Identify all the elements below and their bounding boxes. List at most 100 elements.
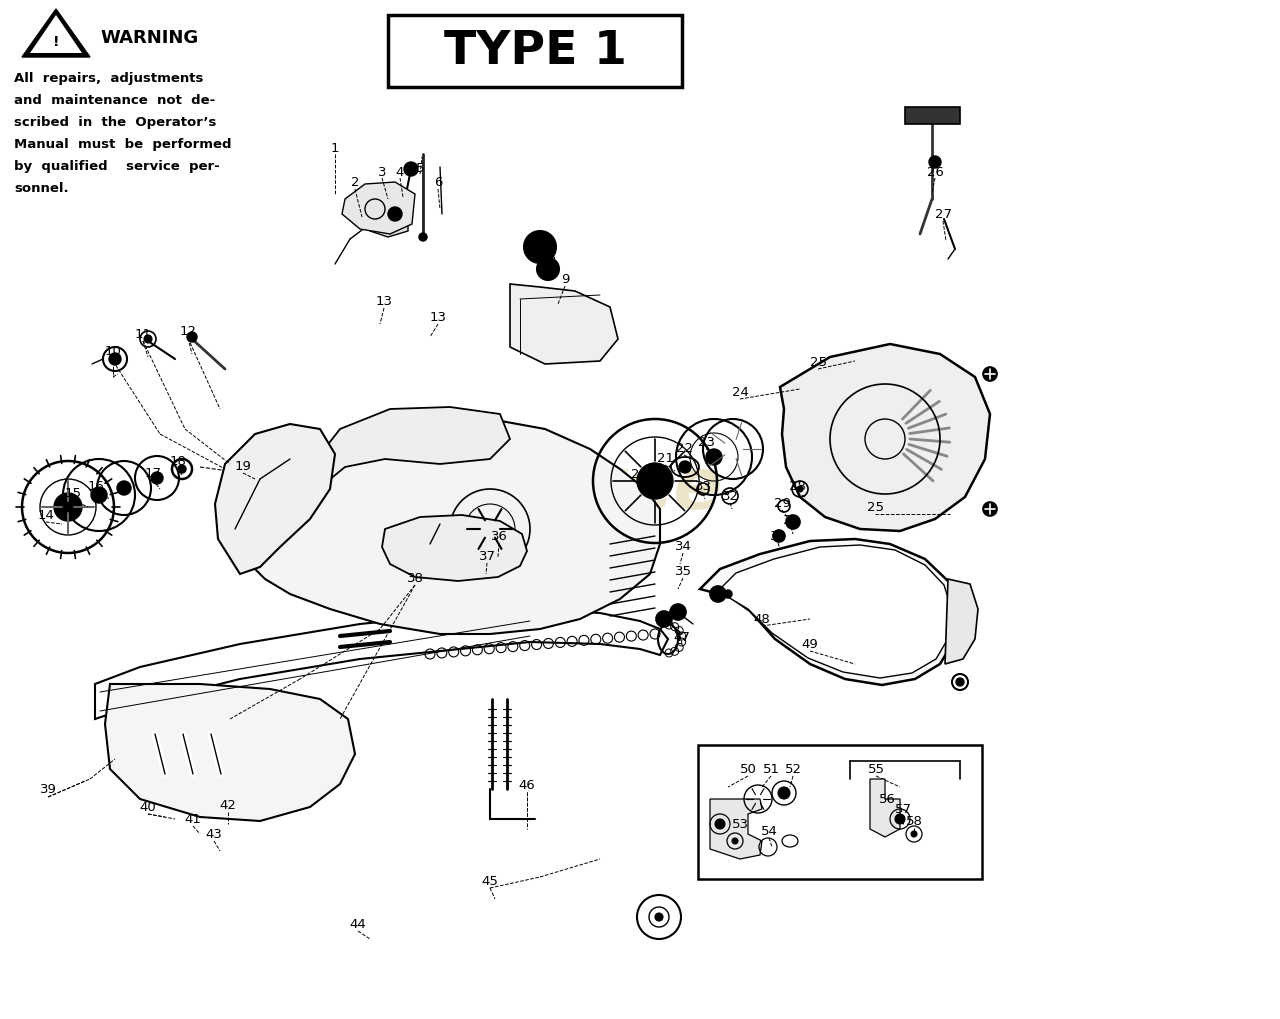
Polygon shape [215, 425, 335, 575]
Text: 23: 23 [698, 436, 714, 449]
Circle shape [895, 814, 905, 824]
Polygon shape [342, 182, 415, 234]
Text: 22: 22 [676, 442, 692, 455]
Text: 5: 5 [416, 161, 424, 174]
Text: 26: 26 [927, 165, 943, 178]
Text: 21: 21 [657, 452, 673, 465]
Circle shape [109, 354, 122, 366]
Text: 39: 39 [40, 783, 56, 796]
Circle shape [797, 486, 803, 492]
Text: 48: 48 [754, 612, 771, 626]
Text: 16: 16 [87, 480, 105, 493]
Text: 33: 33 [695, 480, 712, 493]
Polygon shape [710, 799, 762, 859]
Text: 25: 25 [867, 501, 883, 514]
Text: 31: 31 [769, 530, 786, 543]
Text: 47: 47 [673, 631, 690, 644]
Text: !: ! [52, 35, 59, 49]
Circle shape [724, 590, 732, 598]
Polygon shape [370, 205, 408, 237]
FancyBboxPatch shape [388, 16, 682, 88]
FancyBboxPatch shape [698, 745, 982, 879]
Text: 11: 11 [134, 328, 151, 341]
Text: 46: 46 [518, 779, 535, 792]
Circle shape [535, 243, 545, 253]
Circle shape [710, 586, 726, 602]
Text: 58: 58 [905, 815, 923, 827]
Circle shape [145, 335, 152, 343]
Polygon shape [780, 344, 989, 532]
Text: 37: 37 [479, 550, 495, 562]
Text: TYPE 1: TYPE 1 [444, 30, 626, 74]
Text: 41: 41 [184, 813, 201, 825]
Text: 35: 35 [675, 565, 691, 578]
Text: 2: 2 [351, 176, 360, 190]
Text: 20: 20 [631, 468, 648, 481]
Circle shape [786, 516, 800, 530]
Text: 43: 43 [206, 827, 223, 841]
Circle shape [655, 913, 663, 921]
Text: 45: 45 [481, 874, 498, 888]
Text: 3: 3 [378, 165, 387, 178]
Circle shape [404, 163, 419, 177]
Polygon shape [29, 16, 82, 54]
Text: 40: 40 [140, 801, 156, 814]
Circle shape [388, 208, 402, 222]
Polygon shape [700, 539, 957, 686]
Circle shape [657, 611, 672, 628]
Polygon shape [255, 420, 660, 635]
Text: 42: 42 [220, 799, 237, 812]
Circle shape [956, 679, 964, 687]
Text: sonnel.: sonnel. [14, 181, 69, 195]
Text: 25: 25 [809, 357, 827, 369]
Circle shape [732, 839, 739, 844]
Text: 15: 15 [64, 487, 82, 500]
Text: and  maintenance  not  de-: and maintenance not de- [14, 94, 215, 107]
Text: 32: 32 [722, 490, 739, 503]
Text: 14: 14 [37, 510, 55, 522]
Circle shape [707, 449, 722, 466]
Circle shape [637, 464, 673, 499]
Text: 55: 55 [868, 763, 884, 775]
Circle shape [773, 531, 785, 542]
Polygon shape [305, 408, 509, 489]
Text: 50: 50 [740, 763, 756, 775]
Circle shape [790, 520, 796, 526]
Text: 36: 36 [490, 530, 507, 543]
Text: 1: 1 [330, 142, 339, 154]
Text: 49: 49 [801, 638, 818, 651]
Text: 13: 13 [430, 311, 447, 324]
Text: 53: 53 [731, 817, 749, 830]
Text: Manual  must  be  performed: Manual must be performed [14, 138, 232, 151]
Text: 4: 4 [396, 165, 404, 178]
Polygon shape [381, 516, 527, 582]
Text: PartsFree: PartsFree [338, 455, 723, 524]
Polygon shape [22, 10, 90, 58]
Text: 27: 27 [934, 208, 951, 221]
Text: 28: 28 [788, 480, 805, 493]
Polygon shape [105, 685, 355, 821]
Circle shape [151, 473, 163, 484]
Text: 38: 38 [407, 572, 424, 585]
Text: 30: 30 [782, 514, 800, 527]
Text: 13: 13 [375, 296, 393, 308]
Text: by  qualified    service  per-: by qualified service per- [14, 160, 220, 173]
Text: 17: 17 [145, 467, 161, 480]
Circle shape [983, 502, 997, 517]
Polygon shape [945, 580, 978, 664]
Circle shape [778, 788, 790, 799]
Circle shape [54, 493, 82, 522]
Circle shape [541, 264, 554, 276]
Text: 24: 24 [732, 386, 749, 399]
Text: 51: 51 [763, 763, 780, 775]
Text: 34: 34 [675, 540, 691, 553]
Text: WARNING: WARNING [100, 29, 198, 47]
Text: 6: 6 [434, 176, 442, 190]
Circle shape [929, 157, 941, 169]
Polygon shape [718, 545, 952, 679]
Text: 29: 29 [773, 497, 791, 510]
Text: All  repairs,  adjustments: All repairs, adjustments [14, 72, 204, 85]
Text: 19: 19 [234, 460, 251, 473]
Text: 9: 9 [561, 273, 570, 286]
Circle shape [716, 819, 724, 829]
